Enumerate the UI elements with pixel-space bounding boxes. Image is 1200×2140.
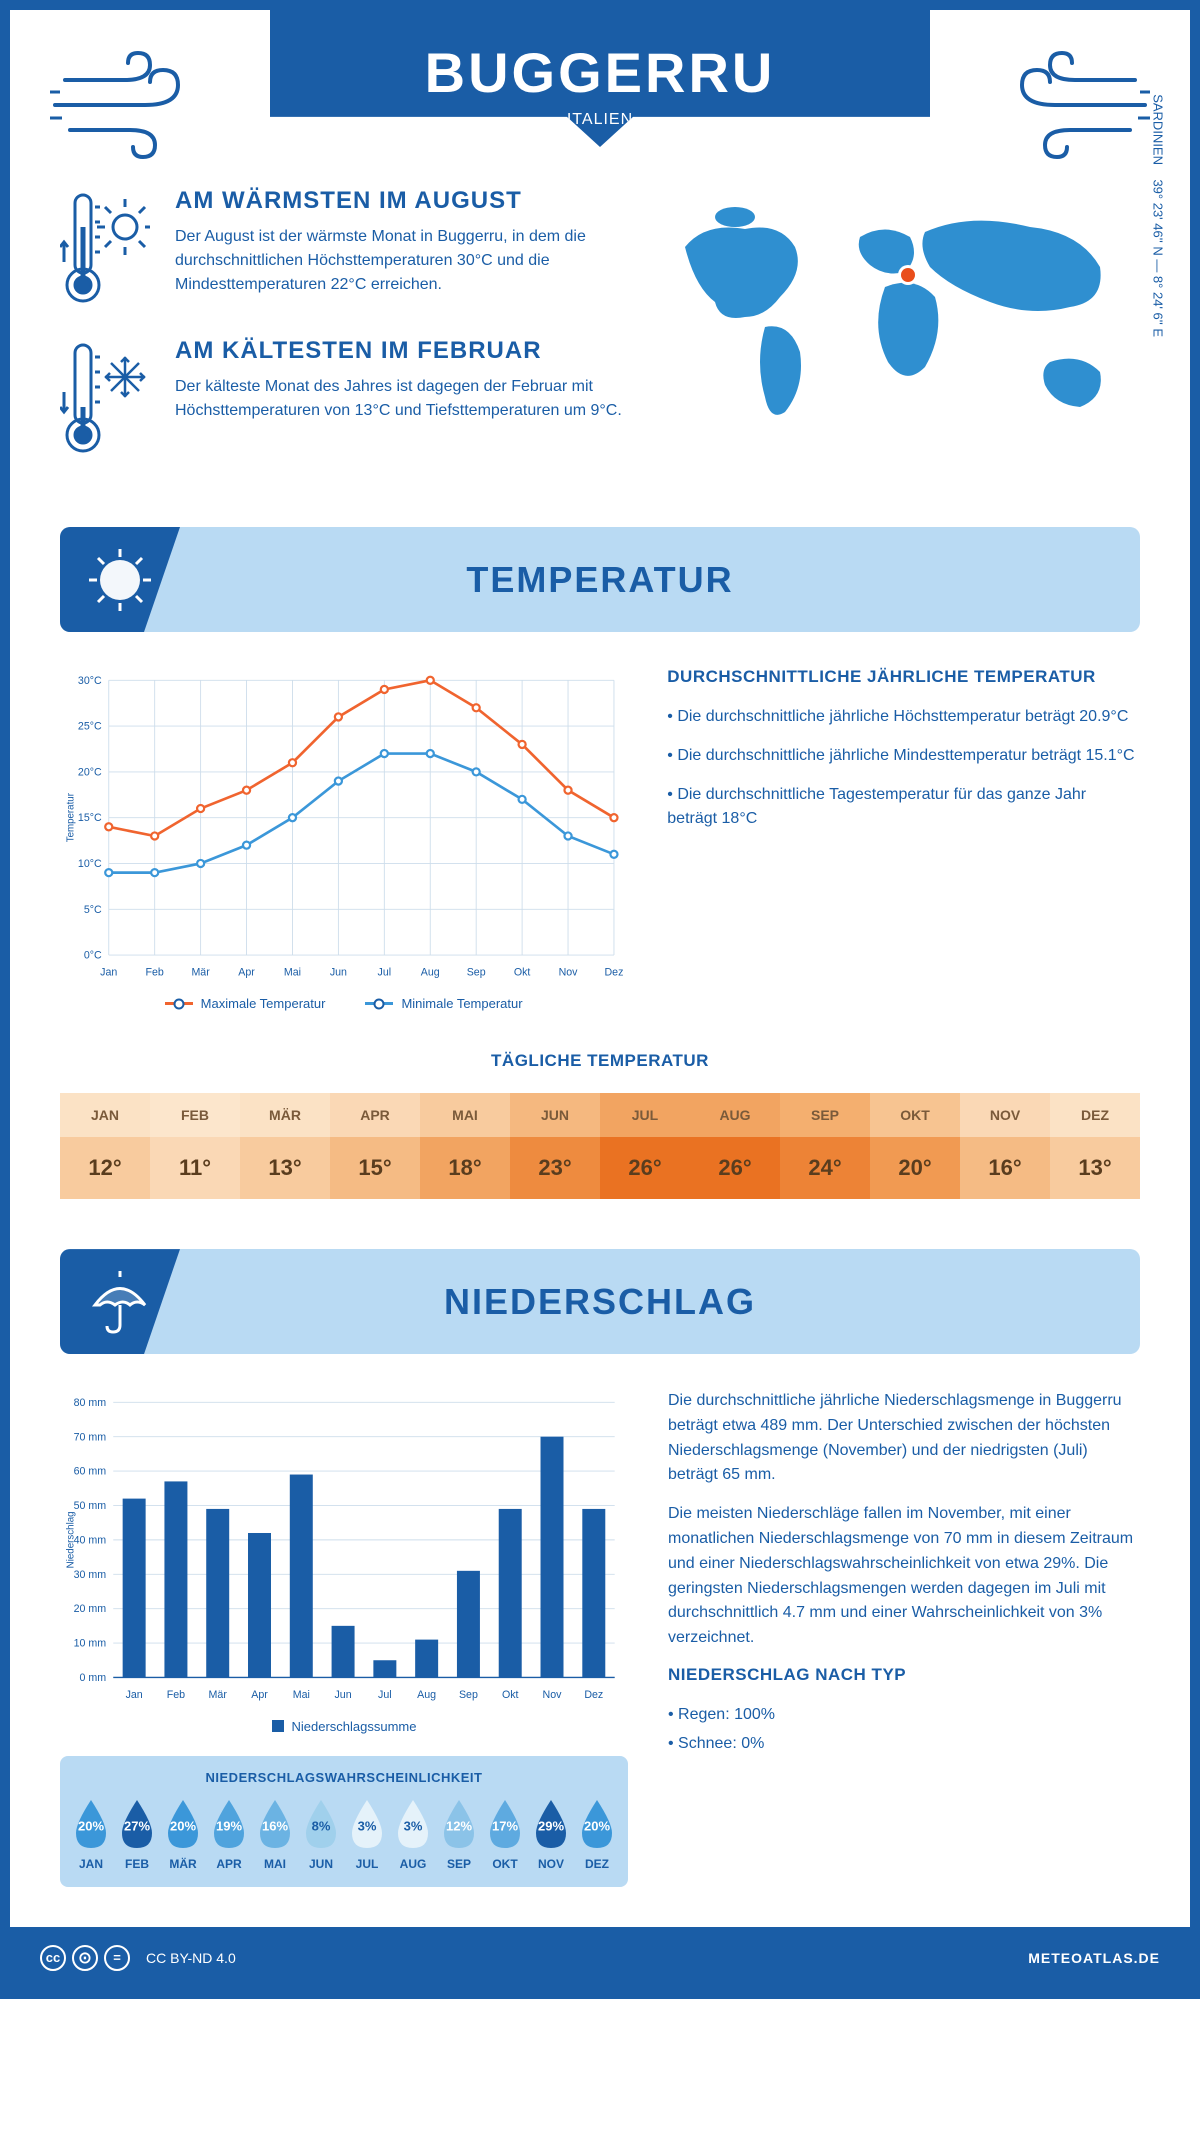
footer: cc⊙= CC BY-ND 4.0 METEOATLAS.DE [10, 1927, 1190, 1989]
header-banner: BUGGERRU ITALIEN [270, 10, 930, 147]
svg-text:Aug: Aug [417, 1689, 436, 1701]
svg-text:30 mm: 30 mm [74, 1569, 107, 1581]
svg-text:Dez: Dez [584, 1689, 603, 1701]
svg-text:Okt: Okt [502, 1689, 519, 1701]
svg-text:0°C: 0°C [84, 950, 102, 962]
site-name: METEOATLAS.DE [1028, 1950, 1160, 1966]
svg-text:Mär: Mär [191, 966, 210, 978]
svg-text:25°C: 25°C [78, 721, 102, 733]
warm-block: AM WÄRMSTEN IM AUGUST Der August ist der… [60, 187, 630, 307]
precip-chart-row: 0 mm 10 mm 20 mm 30 mm 40 mm 50 mm 60 mm 70 mm 8… [10, 1389, 1190, 1927]
svg-text:Apr: Apr [238, 966, 255, 978]
svg-text:Mär: Mär [209, 1689, 228, 1701]
page-title: BUGGERRU [270, 40, 930, 105]
precipitation-bar-chart: 0 mm 10 mm 20 mm 30 mm 40 mm 50 mm 60 mm 70 mm 8… [60, 1389, 628, 1709]
svg-text:Temperatur: Temperatur [65, 792, 76, 842]
svg-text:Feb: Feb [167, 1689, 185, 1701]
thermometer-snow-icon [60, 337, 150, 457]
infographic-page: BUGGERRU ITALIEN [0, 0, 1200, 1999]
svg-text:Jul: Jul [378, 1689, 392, 1701]
svg-text:Jul: Jul [378, 966, 392, 978]
temp-heading: TEMPERATUR [466, 559, 733, 601]
warm-title: AM WÄRMSTEN IM AUGUST [175, 187, 630, 215]
svg-text:Nov: Nov [559, 966, 579, 978]
svg-text:10 mm: 10 mm [74, 1638, 107, 1650]
umbrella-icon [60, 1249, 180, 1354]
precip-text: Die durchschnittliche jährliche Niedersc… [668, 1389, 1140, 1887]
svg-text:Apr: Apr [251, 1689, 268, 1701]
svg-text:30°C: 30°C [78, 675, 102, 687]
world-map: SARDINIEN 39° 23' 46'' N — 8° 24' 6'' E [660, 187, 1140, 487]
svg-text:Aug: Aug [421, 966, 440, 978]
thermometer-sun-icon [60, 187, 150, 307]
intro-section: AM WÄRMSTEN IM AUGUST Der August ist der… [10, 187, 1190, 527]
precip-banner: NIEDERSCHLAG [60, 1249, 1140, 1354]
cold-title: AM KÄLTESTEN IM FEBRUAR [175, 337, 630, 365]
svg-text:Sep: Sep [459, 1689, 478, 1701]
svg-text:20 mm: 20 mm [74, 1603, 107, 1615]
temp-chart-row: 0°C 5°C 10°C 15°C 20°C 25°C 30°C Jan Feb Mär Apr Ma… [10, 667, 1190, 1051]
temp-legend: .legend-swatch[style*="rgb(240, 100, 47)… [60, 996, 627, 1011]
svg-text:5°C: 5°C [84, 904, 102, 916]
cold-block: AM KÄLTESTEN IM FEBRUAR Der kälteste Mon… [60, 337, 630, 457]
daily-temp-section: TÄGLICHE TEMPERATUR JANFEBMÄRAPRMAIJUNJU… [10, 1051, 1190, 1249]
temp-banner: TEMPERATUR [60, 527, 1140, 632]
coordinates: SARDINIEN 39° 23' 46'' N — 8° 24' 6'' E [1151, 94, 1166, 337]
svg-text:60 mm: 60 mm [74, 1466, 107, 1478]
page-subtitle: ITALIEN [270, 111, 930, 129]
daily-heading: TÄGLICHE TEMPERATUR [60, 1051, 1140, 1071]
svg-text:40 mm: 40 mm [74, 1535, 107, 1547]
sun-icon [60, 527, 180, 632]
wind-icon-right [1000, 50, 1150, 160]
svg-text:80 mm: 80 mm [74, 1397, 107, 1409]
svg-text:Jun: Jun [334, 1689, 351, 1701]
wind-icon-left [50, 50, 200, 160]
warm-text: Der August ist der wärmste Monat in Bugg… [175, 225, 630, 297]
precip-heading: NIEDERSCHLAG [444, 1281, 756, 1323]
svg-text:Mai: Mai [284, 966, 301, 978]
svg-text:Okt: Okt [514, 966, 531, 978]
svg-text:Mai: Mai [293, 1689, 310, 1701]
svg-text:15°C: 15°C [78, 812, 102, 824]
temperature-line-chart: 0°C 5°C 10°C 15°C 20°C 25°C 30°C Jan Feb Mär Apr Ma… [60, 667, 627, 986]
svg-text:70 mm: 70 mm [74, 1431, 107, 1443]
svg-text:Jun: Jun [330, 966, 347, 978]
svg-text:Feb: Feb [146, 966, 164, 978]
svg-text:50 mm: 50 mm [74, 1500, 107, 1512]
svg-text:Dez: Dez [605, 966, 624, 978]
svg-text:0 mm: 0 mm [80, 1672, 107, 1684]
svg-text:Jan: Jan [126, 1689, 143, 1701]
svg-text:Sep: Sep [467, 966, 486, 978]
svg-text:Nov: Nov [543, 1689, 563, 1701]
svg-text:10°C: 10°C [78, 858, 102, 870]
svg-text:Niederschlag: Niederschlag [65, 1512, 76, 1569]
precip-legend: Niederschlagssumme [60, 1719, 628, 1734]
precip-probability: NIEDERSCHLAGSWAHRSCHEINLICHKEIT 20%JAN27… [60, 1756, 628, 1887]
svg-text:Jan: Jan [100, 966, 117, 978]
license: cc⊙= CC BY-ND 4.0 [40, 1945, 236, 1971]
svg-text:20°C: 20°C [78, 766, 102, 778]
cold-text: Der kälteste Monat des Jahres ist dagege… [175, 375, 630, 423]
temp-text: DURCHSCHNITTLICHE JÄHRLICHE TEMPERATUR •… [667, 667, 1140, 1011]
daily-temp-grid: JANFEBMÄRAPRMAIJUNJULAUGSEPOKTNOVDEZ12°1… [60, 1093, 1140, 1199]
